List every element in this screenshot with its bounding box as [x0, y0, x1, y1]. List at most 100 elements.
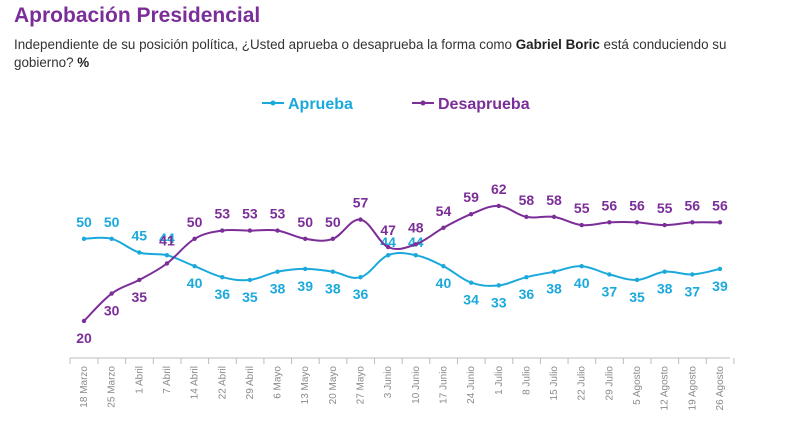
data-label-aprueba: 50: [104, 214, 120, 230]
x-tick-label: 22 Julio: [577, 366, 588, 401]
series-layer: 5050454440363538393836444440343336384037…: [76, 181, 728, 346]
data-label-desaprueba: 53: [214, 206, 230, 222]
data-point-desaprueba: [81, 318, 87, 324]
data-label-desaprueba: 47: [380, 222, 396, 238]
data-point-desaprueba: [690, 220, 695, 225]
data-label-desaprueba: 54: [436, 203, 452, 219]
data-label-desaprueba: 56: [685, 197, 701, 213]
chart-subtitle: Independiente de su posición política, ¿…: [14, 36, 784, 72]
data-label-aprueba: 39: [297, 278, 313, 294]
data-label-desaprueba: 20: [76, 330, 92, 346]
data-point-aprueba: [524, 274, 529, 280]
data-point-desaprueba: [385, 244, 391, 250]
data-point-aprueba: [413, 253, 418, 258]
data-point-aprueba: [303, 266, 308, 272]
data-label-aprueba: 35: [629, 289, 645, 305]
data-label-desaprueba: 56: [712, 197, 728, 213]
data-point-desaprueba: [496, 203, 501, 209]
legend-marker-0: [270, 100, 276, 106]
data-label-aprueba: 44: [159, 230, 175, 246]
data-label-aprueba: 39: [712, 278, 728, 294]
data-label-aprueba: 38: [270, 281, 286, 297]
data-point-aprueba: [358, 274, 363, 280]
x-tick-label: 6 Mayo: [273, 366, 284, 399]
data-point-aprueba: [579, 264, 584, 269]
data-label-desaprueba: 58: [519, 192, 535, 208]
subtitle-name: Gabriel Boric: [515, 37, 600, 52]
data-label-aprueba: 44: [380, 234, 396, 250]
data-point-aprueba: [717, 266, 723, 272]
data-point-aprueba: [81, 236, 87, 241]
data-point-desaprueba: [275, 228, 280, 233]
data-point-desaprueba: [220, 228, 225, 233]
data-point-desaprueba: [413, 242, 418, 247]
x-tick-label: 1 Julio: [494, 366, 505, 395]
data-point-desaprueba: [303, 236, 308, 241]
data-label-aprueba: 40: [574, 275, 590, 291]
data-label-desaprueba: 30: [104, 303, 120, 319]
data-label-desaprueba: 55: [574, 200, 590, 216]
data-label-desaprueba: 50: [297, 214, 313, 230]
data-label-aprueba: 38: [546, 281, 562, 297]
data-point-aprueba: [496, 283, 501, 288]
data-point-desaprueba: [468, 211, 474, 217]
data-label-desaprueba: 62: [491, 181, 507, 197]
data-label-desaprueba: 55: [657, 200, 673, 216]
legend-label-1: Desaprueba: [438, 96, 530, 113]
data-point-aprueba: [468, 280, 474, 285]
data-point-desaprueba: [579, 222, 584, 228]
x-tick-label: 17 Junio: [438, 366, 449, 404]
data-label-desaprueba: 56: [602, 197, 618, 213]
data-label-desaprueba: 58: [546, 192, 562, 208]
x-tick-label: 3 Junio: [383, 366, 394, 399]
data-label-desaprueba: 48: [408, 219, 424, 235]
data-label-desaprueba: 53: [270, 206, 286, 222]
data-point-desaprueba: [607, 220, 612, 225]
data-point-desaprueba: [441, 225, 446, 231]
data-label-aprueba: 38: [657, 281, 673, 297]
legend-label-0: Aprueba: [288, 96, 353, 113]
x-tick-label: 8 Julio: [521, 366, 532, 395]
x-tick-label: 20 Mayo: [328, 366, 339, 405]
data-point-aprueba: [385, 253, 391, 258]
data-label-aprueba: 36: [214, 286, 230, 302]
chart-title: Aprobación Presidencial: [14, 4, 261, 27]
data-label-aprueba: 33: [491, 294, 507, 310]
data-point-aprueba: [164, 253, 170, 258]
data-point-aprueba: [634, 277, 640, 283]
data-label-aprueba: 35: [242, 289, 258, 305]
data-label-aprueba: 36: [519, 286, 535, 302]
legend: Aprueba Desaprueba: [262, 96, 530, 113]
data-point-aprueba: [662, 269, 667, 274]
data-point-aprueba: [441, 264, 446, 269]
x-tick-label: 7 Abril: [162, 366, 173, 394]
data-point-aprueba: [330, 269, 336, 274]
data-point-aprueba: [247, 277, 253, 283]
data-label-desaprueba: 35: [132, 289, 148, 305]
x-tick-label: 24 Junio: [466, 366, 477, 404]
data-label-aprueba: 37: [685, 283, 701, 299]
x-tick-label: 22 Abril: [217, 366, 228, 399]
x-tick-label: 29 Abril: [245, 366, 256, 399]
subtitle-unit: %: [77, 55, 90, 70]
x-tick-label: 27 Mayo: [356, 366, 367, 405]
x-axis: 18 Marzo 25 Marzo 1 Abril 7 Abril 14 Abril 22…: [69, 357, 735, 411]
data-point-desaprueba: [247, 228, 253, 233]
data-point-aprueba: [192, 264, 197, 269]
data-label-aprueba: 45: [132, 228, 148, 244]
series-line-aprueba: [83, 236, 721, 287]
data-label-desaprueba: 50: [325, 214, 341, 230]
x-tick-label: 26 Agosto: [715, 366, 726, 411]
data-label-desaprueba: 56: [629, 197, 645, 213]
subtitle-text-before: Independiente de su posición política, ¿…: [14, 37, 516, 52]
x-tick-label: 18 Marzo: [79, 366, 90, 408]
legend-marker-1: [420, 100, 426, 106]
x-tick-label: 13 Mayo: [300, 366, 311, 405]
data-point-desaprueba: [109, 291, 114, 296]
x-tick-label: 12 Agosto: [660, 366, 671, 411]
data-label-aprueba: 38: [325, 281, 341, 297]
x-tick-label: 1 Abril: [134, 366, 145, 394]
data-label-aprueba: 40: [187, 275, 203, 291]
data-point-desaprueba: [137, 277, 142, 283]
